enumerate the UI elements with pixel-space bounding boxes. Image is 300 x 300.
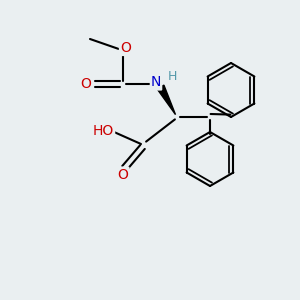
Text: H: H <box>168 70 177 83</box>
Text: HO: HO <box>93 124 114 138</box>
Text: N: N <box>151 76 161 89</box>
Polygon shape <box>157 85 176 115</box>
Text: O: O <box>80 77 91 91</box>
Text: O: O <box>120 41 131 55</box>
Text: O: O <box>118 168 128 182</box>
